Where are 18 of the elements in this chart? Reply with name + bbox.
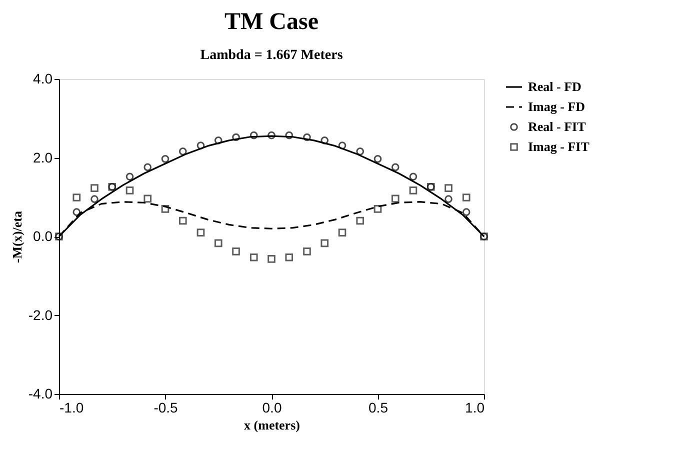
x-tick-label: 0.5 [368, 400, 388, 416]
x-tick-label: 0.0 [262, 400, 282, 416]
legend-label: Imag - FIT [528, 139, 590, 154]
legend-label: Real - FIT [528, 119, 586, 134]
x-tick-label: -0.5 [154, 400, 178, 416]
x-tick-label: -1.0 [60, 400, 84, 416]
x-axis-title: x (meters) [244, 418, 300, 432]
chart-title: TM Case [224, 9, 319, 35]
legend-label: Real - FD [528, 79, 582, 94]
chart-subtitle: Lambda = 1.667 Meters [200, 48, 344, 63]
x-tick-label: 1.0 [465, 400, 485, 416]
y-tick-label: -4.0 [28, 386, 53, 402]
y-axis-title: -M(x)/eta [9, 210, 24, 263]
y-tick-label: 2.0 [33, 149, 53, 166]
y-tick-label: 4.0 [33, 70, 53, 86]
y-tick-label: -2.0 [28, 306, 53, 323]
y-tick-label: 0.0 [33, 228, 53, 244]
legend-label: Imag - FD [528, 99, 586, 114]
